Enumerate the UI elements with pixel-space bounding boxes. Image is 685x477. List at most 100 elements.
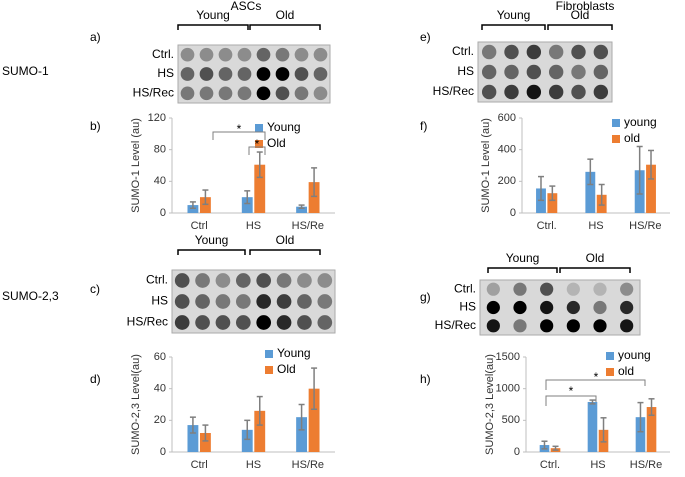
blot-row-label: Ctrl. <box>146 273 168 287</box>
blot-dot <box>174 273 190 288</box>
bar <box>241 197 253 213</box>
blot-dot <box>513 282 527 296</box>
error-bar <box>189 416 196 434</box>
blot-dot <box>180 67 195 81</box>
bar <box>585 171 596 213</box>
legend-swatch <box>265 350 273 358</box>
y-axis-label: SUMO-1 Level (au) <box>130 118 142 213</box>
blot-dot <box>548 64 564 80</box>
panel-label: f) <box>420 119 427 133</box>
y-tick-label: 60 <box>154 351 166 363</box>
group-label: Old <box>571 8 590 22</box>
blot-dot <box>235 315 251 330</box>
panel-label: b) <box>90 119 101 133</box>
bar <box>635 417 646 452</box>
error-bar <box>598 183 605 206</box>
bar <box>646 164 656 213</box>
blot-row-label: Ctrl. <box>452 44 474 58</box>
bar <box>547 193 558 213</box>
error-bar <box>311 167 318 198</box>
row-heading: SUMO-1 <box>2 64 49 78</box>
group-label: Young <box>497 8 531 22</box>
y-tick-label: 20 <box>154 414 166 426</box>
blot-dot <box>256 67 271 81</box>
blot-dot <box>180 47 195 62</box>
error-bar <box>587 158 594 186</box>
blot-dot <box>237 86 252 101</box>
blot-row-label: Ctrl. <box>152 47 174 61</box>
error-bar <box>541 440 548 450</box>
blot-dot <box>526 64 542 80</box>
blot-dot <box>481 84 497 100</box>
heading: ASCs <box>231 0 262 13</box>
blot-dot <box>593 84 609 100</box>
legend-swatch <box>255 124 263 132</box>
blot-dot <box>593 44 609 60</box>
blot-dot <box>297 315 312 330</box>
error-bar <box>256 395 263 426</box>
x-tick-label: HS/Re <box>292 220 324 232</box>
error-bar <box>589 399 596 405</box>
blot-dot <box>297 294 312 309</box>
error-bar <box>648 149 655 180</box>
blot-dot <box>256 294 272 309</box>
y-tick-label: 40 <box>154 383 166 395</box>
group-bracket <box>177 249 246 255</box>
blot-dot <box>297 273 312 288</box>
x-tick-label: HS <box>246 220 261 232</box>
blot-dot <box>504 64 519 80</box>
blot-row-label: Ctrl. <box>454 281 476 295</box>
blot-dot <box>540 300 554 315</box>
blot-dot <box>540 282 554 296</box>
bar <box>296 206 308 213</box>
error-bar <box>256 151 263 179</box>
error-bar <box>549 185 556 202</box>
blot-dot <box>237 67 252 81</box>
bar <box>646 407 657 452</box>
x-tick-label: Ctrl <box>191 459 208 471</box>
blot-row-label: HS <box>459 300 476 314</box>
blot-dot <box>218 86 233 101</box>
blot-dot <box>276 273 292 288</box>
blot-dot <box>237 47 252 62</box>
y-tick-label: 80 <box>154 144 166 156</box>
blot-dot <box>548 84 564 100</box>
blot-dot <box>481 64 497 80</box>
significance-bracket <box>248 146 266 155</box>
group-bracket <box>177 24 249 30</box>
panel-label: h) <box>420 372 431 386</box>
blot-dot <box>593 319 607 333</box>
y-tick-label: 600 <box>498 112 516 124</box>
legend-label: old <box>624 131 640 145</box>
panel-label: c) <box>90 282 100 296</box>
error-bar <box>202 424 209 442</box>
blot-dot <box>275 47 290 62</box>
bar <box>296 417 308 452</box>
bar <box>308 388 320 452</box>
blot-dot <box>195 294 210 309</box>
panel-label: d) <box>90 372 101 386</box>
y-tick-label: 0 <box>160 207 166 219</box>
error-bar <box>244 190 251 205</box>
group-bracket <box>249 249 321 255</box>
blot-dot <box>174 315 190 330</box>
blot-dot <box>256 273 272 288</box>
legend-swatch <box>255 140 263 148</box>
legend-swatch <box>265 366 273 374</box>
row-heading: SUMO-2,3 <box>2 289 59 303</box>
blot-dot <box>199 67 214 81</box>
bar <box>241 429 253 452</box>
bar <box>199 197 211 213</box>
error-bar <box>189 201 196 209</box>
blot-dot <box>275 86 290 101</box>
x-tick-label: HS/Re <box>629 220 661 232</box>
bar <box>587 401 598 452</box>
y-tick-label: 120 <box>148 112 166 124</box>
y-axis-label: SUMO-2,3 Level(au) <box>484 354 496 455</box>
bar <box>187 425 199 452</box>
bar <box>187 205 199 213</box>
group-bracket <box>487 267 558 273</box>
y-tick-label: 0 <box>514 446 520 458</box>
heading: Fibroblasts <box>556 0 615 13</box>
y-tick-label: 1500 <box>496 351 520 363</box>
